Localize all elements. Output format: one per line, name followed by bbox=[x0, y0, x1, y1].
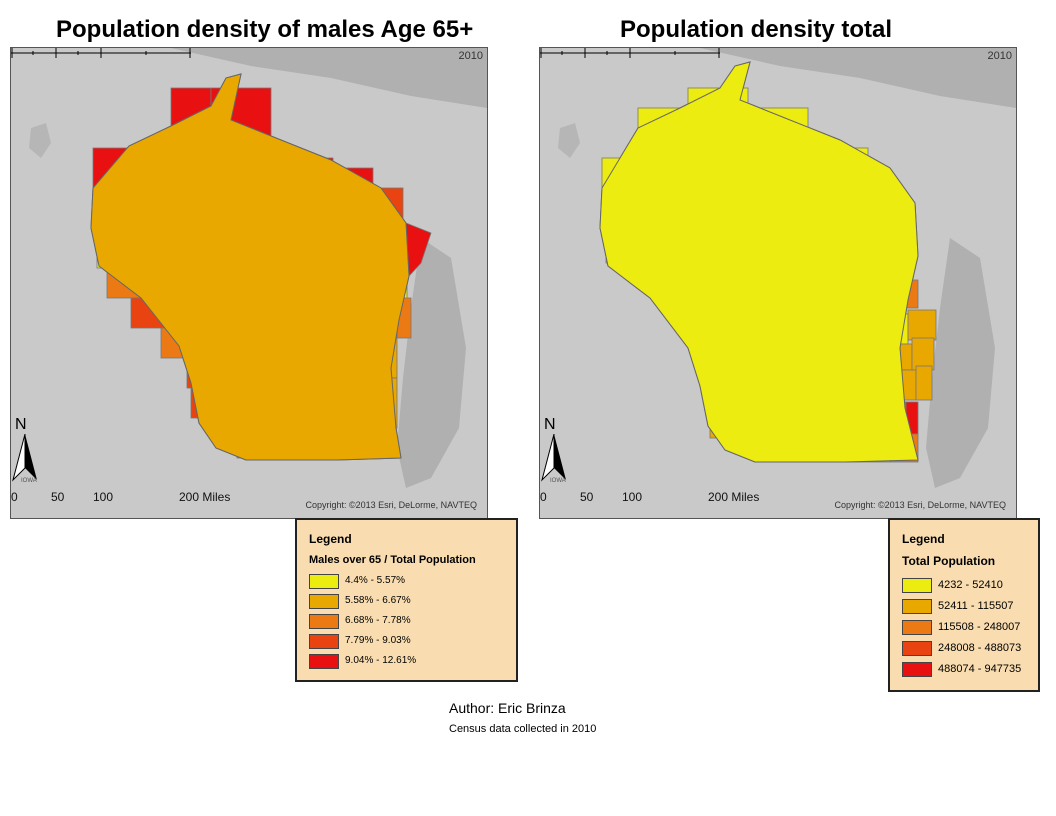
lake-superior bbox=[700, 48, 1016, 108]
legend-field: Total Population bbox=[902, 554, 996, 568]
right-map-title: Population density total bbox=[620, 16, 893, 43]
right-map-year: 2010 bbox=[987, 50, 1012, 62]
legend-swatch bbox=[309, 614, 339, 629]
scale-label: 100 bbox=[622, 490, 643, 504]
right-map-frame[interactable]: 2010 N IOWA 0 50 100 200 Miles Copyright… bbox=[539, 47, 1017, 519]
right-map-copyright: Copyright: ©2013 Esri, DeLorme, NAVTEQ bbox=[834, 500, 1006, 510]
legend-class-label: 488074 - 947735 bbox=[938, 663, 1022, 675]
legend-swatch bbox=[309, 654, 339, 669]
legend-class-label: 115508 - 248007 bbox=[938, 621, 1021, 633]
legend-swatch bbox=[902, 662, 932, 677]
inland-lake bbox=[558, 123, 580, 158]
scale-label: 200 Miles bbox=[179, 490, 231, 504]
legend-title: Legend bbox=[902, 532, 945, 546]
scale-bar-labels: 0 50 100 200 Miles bbox=[11, 490, 251, 504]
region-label-iowa: IOWA bbox=[21, 478, 37, 484]
left-map-frame[interactable]: 2010 N IOWA 0 50 100 200 Miles Copyright… bbox=[10, 47, 488, 519]
scale-label: 100 bbox=[93, 490, 114, 504]
north-arrow-icon: N bbox=[11, 416, 41, 484]
right-legend: Legend Total Population 4232 - 52410 524… bbox=[888, 518, 1040, 692]
scale-label: 0 bbox=[11, 490, 18, 504]
author-text: Author: Eric Brinza bbox=[449, 700, 566, 716]
scale-label: 0 bbox=[540, 490, 547, 504]
region-label-iowa: IOWA bbox=[550, 478, 566, 484]
scale-bar bbox=[540, 48, 720, 58]
legend-class-label: 4232 - 52410 bbox=[938, 579, 1003, 591]
legend-field: Males over 65 / Total Population bbox=[309, 554, 476, 566]
legend-class-label: 7.79% - 9.03% bbox=[345, 635, 411, 646]
legend-class-label: 9.04% - 12.61% bbox=[345, 655, 417, 666]
legend-class-label: 6.68% - 7.78% bbox=[345, 615, 411, 626]
left-legend: Legend Males over 65 / Total Population … bbox=[295, 518, 518, 682]
legend-swatch bbox=[902, 599, 932, 614]
county-block bbox=[907, 309, 937, 341]
legend-swatch bbox=[309, 594, 339, 609]
inland-lake bbox=[29, 123, 51, 158]
legend-swatch bbox=[309, 634, 339, 649]
legend-swatch bbox=[902, 620, 932, 635]
north-label: N bbox=[544, 416, 556, 433]
legend-swatch bbox=[902, 578, 932, 593]
lake-superior bbox=[171, 48, 487, 108]
legend-class-label: 52411 - 115507 bbox=[938, 600, 1014, 612]
scale-label: 200 Miles bbox=[708, 490, 760, 504]
legend-class-label: 5.58% - 6.67% bbox=[345, 595, 411, 606]
scale-label: 50 bbox=[580, 490, 594, 504]
scale-bar-labels: 0 50 100 200 Miles bbox=[540, 490, 780, 504]
legend-class-label: 248008 - 488073 bbox=[938, 642, 1022, 654]
lake-michigan bbox=[926, 238, 995, 488]
county-block bbox=[915, 365, 933, 401]
legend-title: Legend bbox=[309, 532, 352, 546]
north-label: N bbox=[15, 416, 27, 433]
county-block bbox=[911, 337, 935, 371]
lake-michigan bbox=[397, 238, 466, 488]
legend-class-label: 4.4% - 5.57% bbox=[345, 575, 406, 586]
left-map-title: Population density of males Age 65+ bbox=[56, 16, 474, 43]
scale-bar bbox=[11, 48, 191, 58]
left-map-year: 2010 bbox=[458, 50, 483, 62]
right-map-canvas bbox=[558, 48, 1016, 488]
north-arrow-icon: N bbox=[540, 416, 570, 484]
scale-label: 50 bbox=[51, 490, 65, 504]
legend-swatch bbox=[902, 641, 932, 656]
legend-swatch bbox=[309, 574, 339, 589]
left-map-copyright: Copyright: ©2013 Esri, DeLorme, NAVTEQ bbox=[305, 500, 477, 510]
census-note: Census data collected in 2010 bbox=[449, 723, 597, 735]
left-map-canvas bbox=[29, 48, 487, 488]
